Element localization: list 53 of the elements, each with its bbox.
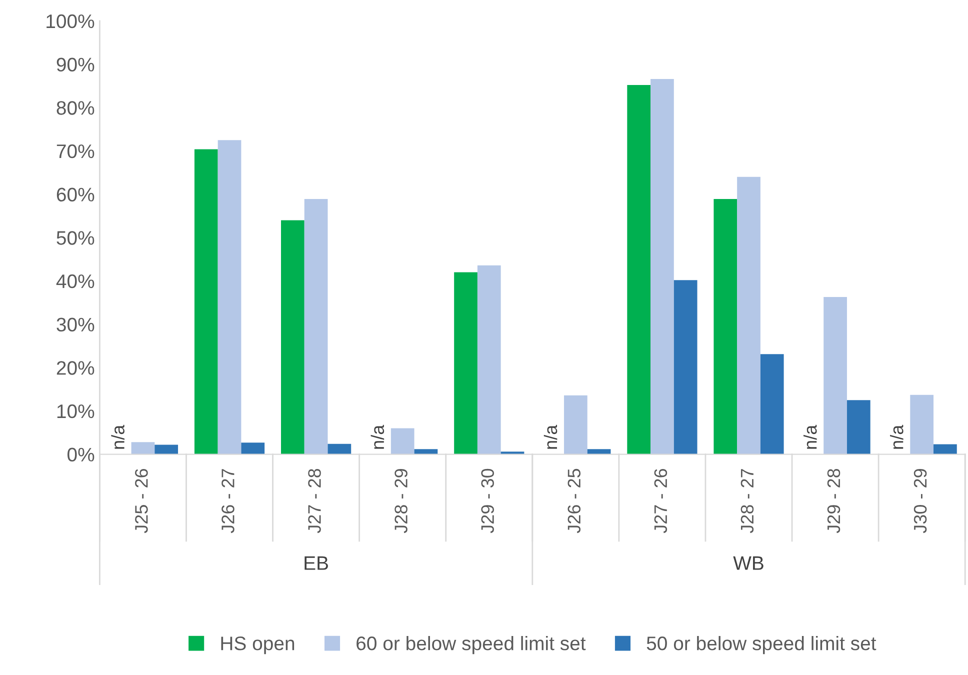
bar <box>824 296 847 454</box>
bar <box>910 394 934 454</box>
text: WB <box>733 556 764 570</box>
bar <box>564 395 588 454</box>
y-tick-label: 60% <box>56 188 94 202</box>
bar <box>281 220 304 454</box>
x-tick-label: J28 - 27 <box>740 469 754 534</box>
bar <box>304 199 328 454</box>
x-tick-label: J28 - 29 <box>394 469 408 534</box>
x-tick-label: J27 - 26 <box>654 468 668 534</box>
bar <box>154 444 178 454</box>
text: EB <box>304 556 328 570</box>
y-tick-label: 10% <box>57 404 94 418</box>
bar <box>627 85 651 454</box>
bar <box>650 78 674 454</box>
annotation: n/a <box>544 424 558 449</box>
y-tick-label: 50% <box>56 231 94 245</box>
bar <box>846 400 870 454</box>
bar <box>218 140 242 454</box>
x-tick-label: J25 - 26 <box>135 468 148 534</box>
bar <box>714 199 738 454</box>
y-tick-label: 40% <box>56 274 94 288</box>
y-tick-label: 90% <box>56 58 94 72</box>
bar <box>674 280 698 454</box>
bar <box>454 272 478 454</box>
annotation: n/a <box>804 424 817 449</box>
y-tick-label: 30% <box>56 318 94 332</box>
annotation: n/a <box>111 424 124 449</box>
bar <box>131 442 155 454</box>
y-tick-label: 20% <box>56 361 94 375</box>
x-tick-label: J26 - 25 <box>568 468 581 534</box>
y-tick-label: 0% <box>68 448 94 462</box>
bar <box>390 428 414 454</box>
x-tick-label: J29 - 28 <box>827 468 840 534</box>
bar <box>328 444 352 454</box>
y-tick-label: 70% <box>56 144 94 158</box>
x-tick-label: J26 - 27 <box>222 469 234 534</box>
annotation: n/a <box>890 424 904 449</box>
y-tick-label: 100% <box>46 14 94 28</box>
x-tick-label: J30 - 29 <box>914 469 927 534</box>
bar <box>737 176 760 454</box>
x-tick-label: J27 - 28 <box>308 468 321 534</box>
bar <box>194 149 218 454</box>
x-tick-label: J29 - 30 <box>481 468 494 534</box>
bar <box>760 354 784 454</box>
annotation: n/a <box>370 424 384 449</box>
bar <box>241 442 265 454</box>
legend-label: 60 or below speed limit set <box>356 636 586 654</box>
bar <box>934 444 957 454</box>
bar <box>477 265 501 454</box>
legend-label: HS open <box>221 636 294 654</box>
legend-label: 50 or below speed limit set <box>646 636 876 654</box>
y-tick-label: 80% <box>56 101 94 115</box>
